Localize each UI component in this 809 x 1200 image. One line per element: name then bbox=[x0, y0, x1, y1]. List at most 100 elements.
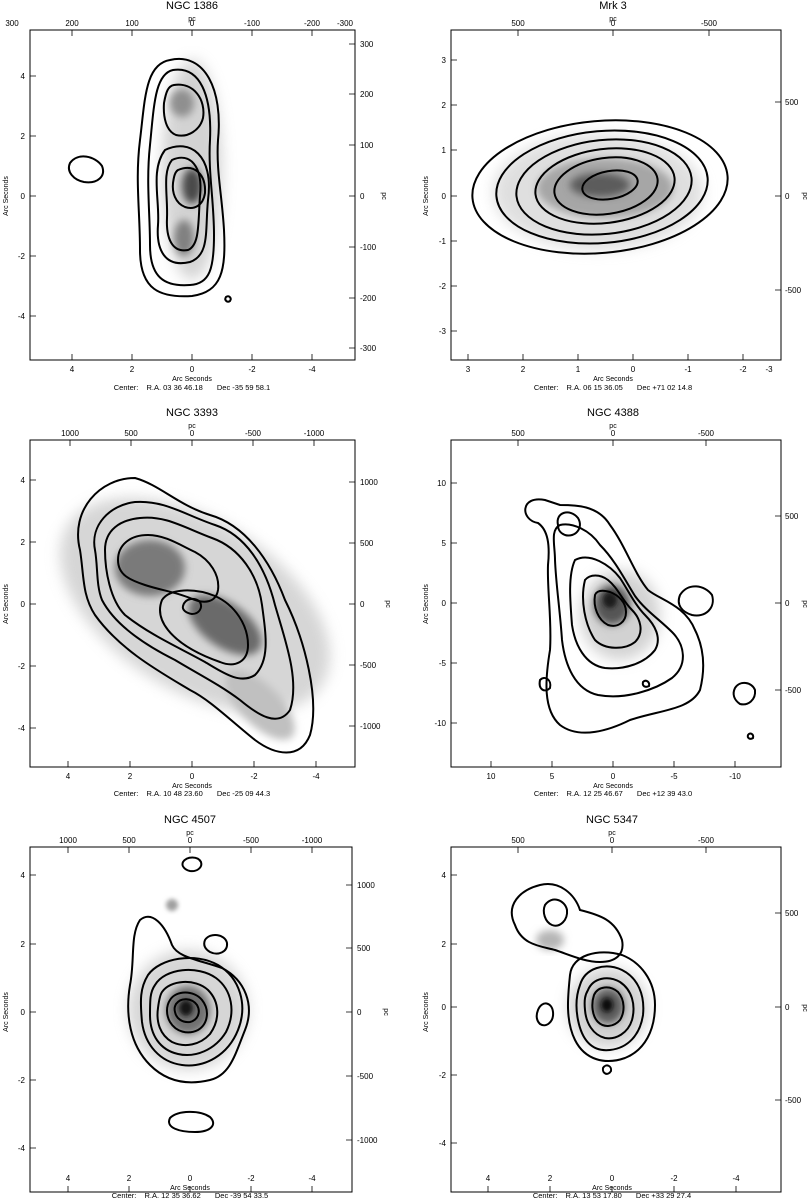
right-tick-labels: 1000 500 0 -500 -1000 bbox=[360, 478, 381, 731]
right-tick-label: -200 bbox=[360, 294, 377, 303]
right-tick-label: 0 bbox=[785, 192, 790, 201]
y-tick-label: 0 bbox=[442, 1003, 447, 1012]
right-tick-labels: 500 0 -500 bbox=[785, 98, 802, 295]
center-prefix: Center: bbox=[112, 1191, 137, 1200]
x-tick-label: -4 bbox=[308, 365, 316, 374]
right-tick-label: -500 bbox=[785, 1096, 802, 1105]
y-tick-label: 0 bbox=[21, 600, 26, 609]
top-tick-label: 500 bbox=[511, 836, 525, 845]
y-tick-label: -4 bbox=[439, 1139, 447, 1148]
y-tick-label: -2 bbox=[18, 1076, 26, 1085]
x-tick-label: 2 bbox=[128, 772, 133, 781]
y-tick-label: -3 bbox=[439, 327, 447, 336]
plot-frame bbox=[450, 29, 782, 361]
right-tick-label: -500 bbox=[360, 661, 377, 670]
top-tick-label: 500 bbox=[122, 836, 136, 845]
right-tick-label: 500 bbox=[785, 909, 799, 918]
y-axis-label: Arc Seconds bbox=[3, 992, 10, 1032]
panel-title: NGC 3393 bbox=[166, 407, 218, 419]
contours bbox=[127, 856, 250, 1134]
contours bbox=[77, 476, 315, 754]
right-tick-label: -500 bbox=[357, 1072, 374, 1081]
x-tick-label: 0 bbox=[188, 1174, 193, 1183]
panel-title: NGC 4388 bbox=[587, 407, 639, 419]
right-axis-label: pc bbox=[384, 600, 391, 608]
center-dec: Dec -35 59 58.1 bbox=[217, 383, 270, 392]
x-tick-label: -2 bbox=[247, 1174, 255, 1183]
top-tick-label: -500 bbox=[701, 19, 718, 28]
right-axis-label: pc bbox=[801, 1004, 808, 1012]
y-tick-label: 0 bbox=[442, 192, 447, 201]
top-axis-label: pc bbox=[609, 16, 617, 23]
top-tick-label: 200 bbox=[65, 19, 79, 28]
top-tick-labels: 500 0 -500 bbox=[511, 836, 714, 845]
contours bbox=[510, 883, 657, 1075]
panel-ngc4388: NGC 4388 pc 500 0 -500 bbox=[423, 407, 808, 798]
frame-ticks bbox=[451, 847, 781, 1192]
top-tick-label: 0 bbox=[611, 19, 616, 28]
panel-ngc3393: NGC 3393 pc 1000 500 0 -500 -1000 bbox=[3, 407, 391, 798]
x-tick-label: -3 bbox=[765, 365, 773, 374]
x-tick-label: 4 bbox=[70, 365, 75, 374]
panel-title: NGC 1386 bbox=[166, 0, 218, 12]
center-dec: Dec +12 39 43.0 bbox=[637, 789, 692, 798]
center-dec: Dec +71 02 14.8 bbox=[637, 383, 692, 392]
right-tick-label: -500 bbox=[785, 286, 802, 295]
top-tick-label: 0 bbox=[190, 429, 195, 438]
top-tick-labels: 500 0 -500 bbox=[511, 429, 714, 438]
center-ra: R.A. 12 35 36.62 bbox=[144, 1191, 200, 1200]
right-tick-label: 0 bbox=[360, 600, 365, 609]
y-tick-labels: 4 2 0 -2 -4 bbox=[18, 476, 26, 733]
y-tick-label: 4 bbox=[21, 72, 26, 81]
plot-frame bbox=[29, 29, 356, 361]
x-tick-label: -2 bbox=[248, 365, 256, 374]
frame-ticks bbox=[451, 30, 781, 360]
x-tick-label: -4 bbox=[308, 1174, 316, 1183]
x-axis-label: Arc Seconds bbox=[172, 783, 212, 790]
panel-ngc4507: NGC 4507 pc 1000 500 0 -500 -1000 bbox=[3, 814, 389, 1200]
center-coordinates: Center: R.A. 12 35 36.62 Dec -39 54 33.5 bbox=[112, 1191, 268, 1200]
center-dec: Dec +33 29 27.4 bbox=[636, 1191, 691, 1200]
top-tick-label: 300 bbox=[5, 19, 19, 28]
y-tick-label: -4 bbox=[18, 312, 26, 321]
y-tick-label: 0 bbox=[442, 599, 447, 608]
top-tick-labels: 500 0 -500 bbox=[511, 19, 717, 28]
top-tick-labels: 1000 500 0 -500 -1000 bbox=[59, 836, 323, 845]
x-tick-labels: 10 5 0 -5 -10 bbox=[487, 772, 742, 781]
y-tick-label: -2 bbox=[439, 282, 447, 291]
right-axis-label: pc bbox=[382, 1008, 389, 1016]
top-tick-label: 100 bbox=[125, 19, 139, 28]
y-tick-label: 0 bbox=[21, 192, 26, 201]
top-tick-label: 1000 bbox=[61, 429, 79, 438]
right-tick-label: 500 bbox=[357, 944, 371, 953]
center-prefix: Center: bbox=[534, 383, 559, 392]
center-ra: R.A. 06 15 36.05 bbox=[567, 383, 623, 392]
x-tick-labels: 4 2 0 -2 -4 bbox=[66, 772, 320, 781]
top-tick-label: -500 bbox=[698, 836, 715, 845]
y-tick-label: 1 bbox=[442, 146, 447, 155]
x-tick-label: -4 bbox=[732, 1174, 740, 1183]
y-tick-label: 5 bbox=[442, 539, 447, 548]
y-tick-label: -5 bbox=[439, 659, 447, 668]
y-tick-label: -2 bbox=[18, 662, 26, 671]
top-axis-label: pc bbox=[188, 423, 196, 430]
top-tick-label: 0 bbox=[611, 429, 616, 438]
image-greyscale bbox=[60, 497, 330, 740]
top-tick-label: 500 bbox=[511, 19, 525, 28]
x-tick-label: -2 bbox=[739, 365, 747, 374]
frame-ticks bbox=[451, 440, 781, 767]
top-tick-label: -1000 bbox=[302, 836, 323, 845]
right-axis-label: pc bbox=[801, 192, 808, 200]
x-tick-labels: 4 2 0 -2 -4 bbox=[70, 365, 316, 374]
center-prefix: Center: bbox=[114, 789, 139, 798]
center-dec: Dec -39 54 33.5 bbox=[215, 1191, 268, 1200]
x-tick-label: -2 bbox=[670, 1174, 678, 1183]
right-tick-label: -1000 bbox=[360, 722, 381, 731]
right-tick-label: 1000 bbox=[357, 881, 375, 890]
x-tick-label: 0 bbox=[631, 365, 636, 374]
top-tick-label: 0 bbox=[188, 836, 193, 845]
frame-ticks bbox=[30, 30, 355, 360]
plot-frame bbox=[29, 439, 356, 768]
center-coordinates: Center: R.A. 13 53 17.80 Dec +33 29 27.4 bbox=[533, 1191, 691, 1200]
x-tick-label: 0 bbox=[190, 772, 195, 781]
